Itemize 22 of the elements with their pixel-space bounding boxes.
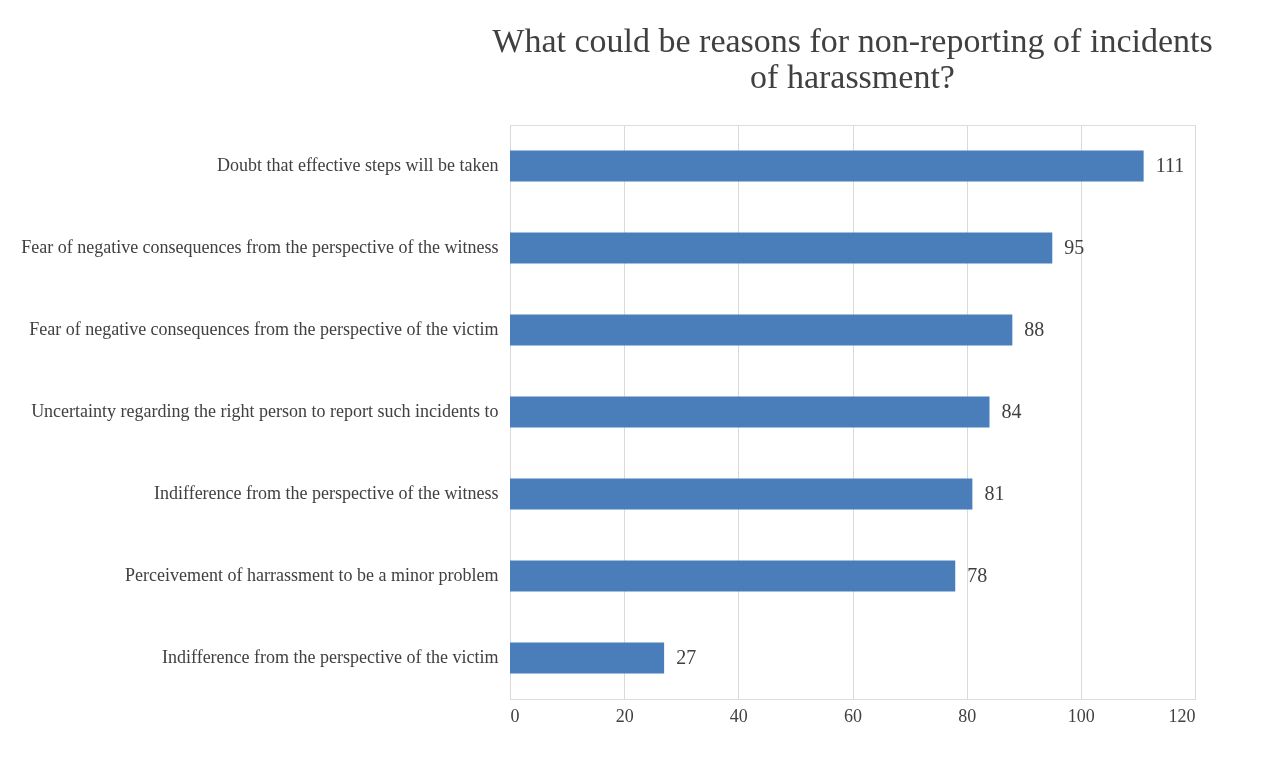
- data-label: 111: [1155, 154, 1185, 176]
- x-tick-label: 20: [615, 705, 634, 726]
- x-tick-label: 120: [1168, 705, 1196, 726]
- data-label: 81: [984, 482, 1005, 504]
- y-tick-label: Fear of negative consequences from the perspective of the witness: [21, 237, 499, 257]
- chart-title: What could be reasons for non-reporting of incidents of harassment?: [492, 22, 1213, 95]
- data-label: 84: [1001, 400, 1022, 422]
- data-label: 78: [967, 564, 988, 586]
- y-tick-label: Doubt that effective steps will be taken: [216, 155, 499, 175]
- x-tick-label: 60: [844, 705, 862, 726]
- x-tick-label: 80: [958, 705, 977, 726]
- data-label: 27: [676, 646, 697, 668]
- data-label: 88: [1024, 318, 1045, 340]
- y-tick-label: Indifference from the perspective of the victim: [161, 647, 499, 667]
- y-tick-label: Indifference from the perspective of the witness: [153, 483, 499, 503]
- x-tick-label: 100: [1067, 705, 1095, 726]
- x-tick-label: 40: [729, 705, 748, 726]
- y-tick-label: Fear of negative consequences from the perspective of the victim: [29, 319, 499, 339]
- data-label: 95: [1064, 236, 1085, 258]
- y-tick-label: Uncertainty regarding the right person to report such incidents to: [31, 401, 499, 421]
- x-tick-label: 0: [510, 705, 520, 726]
- y-tick-label: Perceivement of harrassment to be a minor problem: [125, 565, 499, 585]
